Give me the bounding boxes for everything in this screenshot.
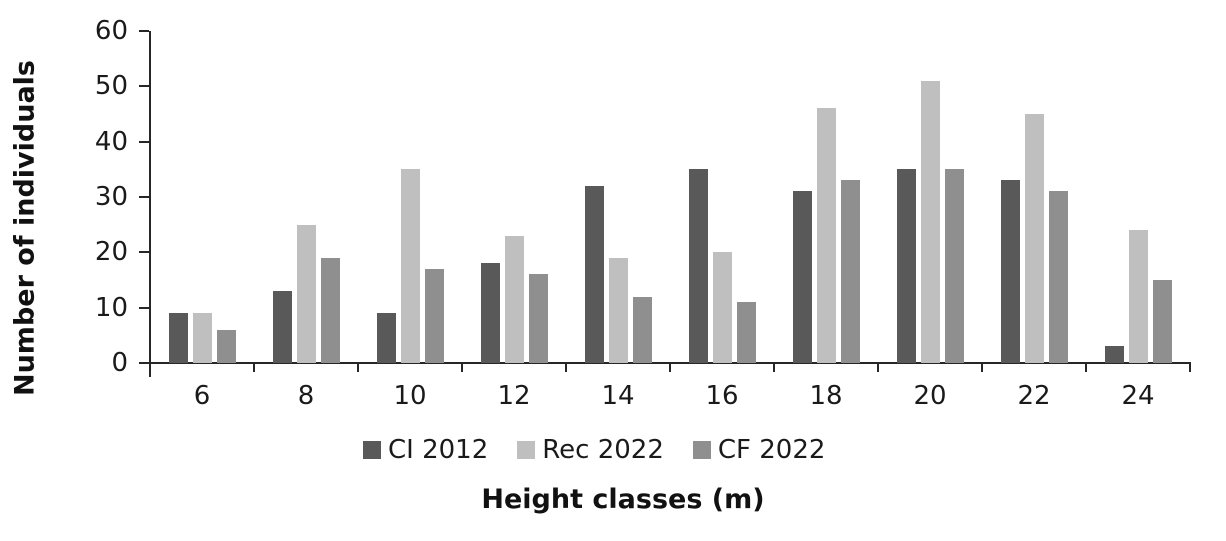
bar-ci-2012-cat-10 <box>376 313 396 363</box>
bar-cf-2022-cat-8 <box>320 258 340 363</box>
legend-label: Rec 2022 <box>542 435 664 465</box>
x-axis-title: Height classes (m) <box>481 484 765 515</box>
x-category-label: 16 <box>705 381 739 411</box>
x-tick <box>1085 363 1087 372</box>
y-tick-label: 0 <box>111 348 128 378</box>
y-tick <box>139 85 149 88</box>
x-category-label: 18 <box>809 381 843 411</box>
legend-swatch-icon <box>363 441 381 459</box>
legend-item: CI 2012 <box>363 437 488 463</box>
x-category-label: 22 <box>1017 381 1051 411</box>
bar-ci-2012-cat-12 <box>480 263 500 363</box>
bar-rec-2022-cat-16 <box>712 252 732 363</box>
y-tick-label: 60 <box>94 16 128 46</box>
legend-swatch-icon <box>692 441 711 459</box>
x-tick <box>877 363 879 372</box>
bar-rec-2022-cat-6 <box>192 313 212 363</box>
legend-label: CF 2022 <box>717 435 826 465</box>
x-category-label: 24 <box>1121 381 1155 411</box>
legend: CI 2012 Rec 2022 CF 2022 <box>363 437 825 463</box>
bar-ci-2012-cat-14 <box>584 186 604 363</box>
bar-rec-2022-cat-10 <box>400 169 420 363</box>
bar-ci-2012-cat-22 <box>1000 180 1020 363</box>
bar-cf-2022-cat-14 <box>632 297 652 363</box>
bar-cf-2022-cat-20 <box>944 169 964 363</box>
bar-ci-2012-cat-24 <box>1104 346 1124 363</box>
bar-cf-2022-cat-22 <box>1048 191 1068 363</box>
bar-cf-2022-cat-16 <box>736 302 756 363</box>
bar-rec-2022-cat-14 <box>608 258 628 363</box>
legend-label: CI 2012 <box>388 435 489 465</box>
legend-swatch-icon <box>517 441 536 459</box>
y-tick <box>139 30 149 32</box>
y-tick-label: 20 <box>94 237 128 268</box>
x-category-label: 6 <box>193 381 211 411</box>
y-tick-label: 50 <box>94 71 128 102</box>
bar-cf-2022-cat-12 <box>528 274 548 363</box>
bar-ci-2012-cat-8 <box>272 291 292 363</box>
bar-ci-2012-cat-6 <box>168 313 188 363</box>
x-tick <box>461 363 463 372</box>
x-tick <box>981 363 983 372</box>
x-category-label: 8 <box>297 381 315 411</box>
bar-ci-2012-cat-16 <box>688 169 708 363</box>
bar-ci-2012-cat-20 <box>896 169 916 363</box>
x-category-label: 12 <box>497 381 531 411</box>
bar-rec-2022-cat-12 <box>504 236 524 363</box>
bar-rec-2022-cat-20 <box>920 81 940 363</box>
bar-cf-2022-cat-24 <box>1152 280 1172 363</box>
x-tick <box>669 363 671 372</box>
x-category-label: 20 <box>913 381 947 411</box>
x-tick <box>149 363 151 372</box>
x-tick <box>773 363 775 372</box>
bar-rec-2022-cat-18 <box>816 108 836 363</box>
y-tick <box>139 251 149 254</box>
bar-cf-2022-cat-10 <box>424 269 444 363</box>
bar-rec-2022-cat-24 <box>1128 230 1148 363</box>
y-tick <box>139 196 149 198</box>
y-tick <box>139 306 149 309</box>
legend-item: Rec 2022 <box>517 437 664 463</box>
x-category-label: 14 <box>601 381 635 411</box>
y-tick-label: 10 <box>94 292 128 323</box>
x-tick <box>565 363 567 372</box>
y-tick-label: 30 <box>94 182 128 212</box>
y-tick-label: 40 <box>94 126 128 157</box>
y-axis-title: Number of individuals <box>9 59 41 397</box>
x-category-label: 10 <box>393 381 427 411</box>
bar-ci-2012-cat-18 <box>792 191 812 363</box>
y-tick <box>139 362 149 364</box>
x-tick <box>253 363 255 372</box>
bar-cf-2022-cat-18 <box>840 180 860 363</box>
legend-item: CF 2022 <box>692 435 826 465</box>
y-tick <box>139 140 149 143</box>
bar-cf-2022-cat-6 <box>216 330 236 363</box>
x-tick <box>1189 363 1191 372</box>
bar-rec-2022-cat-8 <box>296 225 316 363</box>
bar-rec-2022-cat-22 <box>1024 114 1044 363</box>
x-tick <box>357 363 359 372</box>
y-axis-line <box>149 31 151 377</box>
